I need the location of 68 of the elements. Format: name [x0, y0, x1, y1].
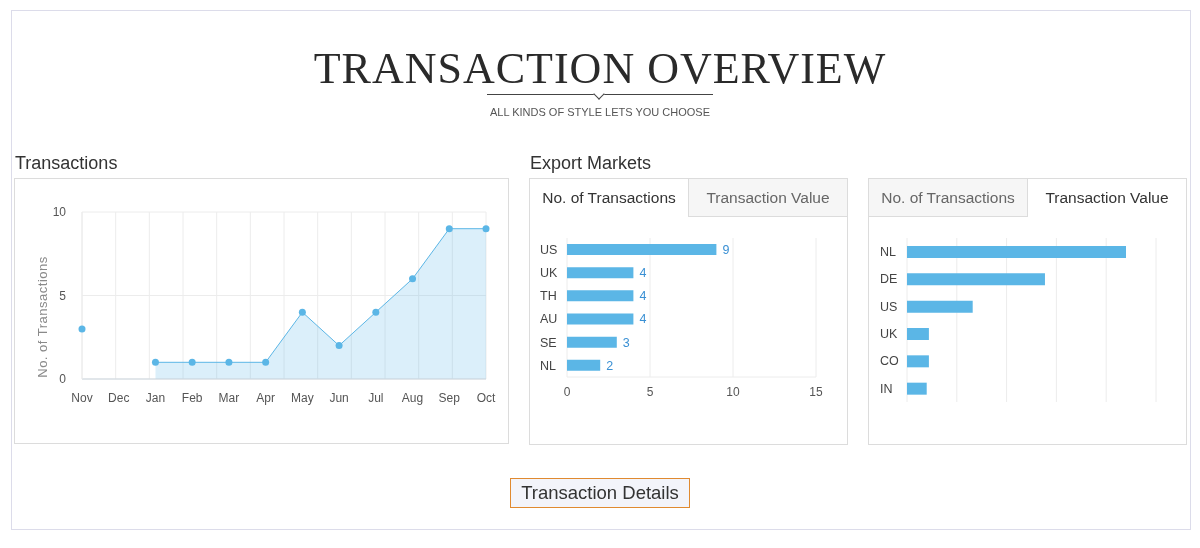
x-tick-label: 15	[809, 384, 823, 399]
x-tick-label: Feb	[181, 390, 203, 405]
x-tick-label: 10	[726, 384, 740, 399]
bar	[907, 300, 973, 313]
y-tick-label: 10	[52, 205, 67, 220]
bar	[907, 328, 929, 340]
point	[445, 225, 453, 233]
data-label: 4	[639, 312, 647, 327]
point	[298, 308, 306, 316]
bar	[567, 290, 634, 302]
text: ALL KINDS OF STYLE LETS YOU CHOOSE	[489, 106, 711, 118]
x-tick-label: Jan	[145, 390, 166, 405]
x-tick-label: Aug	[401, 390, 424, 405]
data-label: 3	[622, 335, 630, 350]
point	[225, 358, 233, 366]
x-tick-label: Mar	[218, 390, 240, 405]
y-tick-label: 5	[59, 288, 67, 303]
x-tick-label: Dec	[108, 390, 130, 405]
bar	[567, 359, 601, 371]
data-label: 9	[722, 242, 730, 257]
y-axis-title: No. of Transactions	[34, 256, 50, 378]
y-tick-label: TH	[540, 289, 557, 304]
point	[188, 358, 196, 366]
y-tick-label: CO	[880, 354, 900, 369]
y-tick-label: AU	[540, 312, 558, 327]
point	[151, 358, 159, 366]
y-tick-label: US	[880, 299, 898, 314]
button: Transaction Details	[510, 478, 690, 508]
bar	[567, 244, 717, 255]
bar	[907, 355, 929, 368]
y-tick-label: NL	[540, 358, 557, 373]
x-tick-label: 0	[563, 384, 571, 399]
point	[78, 325, 86, 333]
bar	[907, 273, 1045, 286]
tab: Transaction Value	[688, 179, 847, 217]
bar	[567, 336, 617, 348]
point	[409, 275, 417, 283]
x-tick-label: Oct	[476, 390, 496, 405]
point	[335, 342, 343, 350]
data-label: 4	[639, 266, 647, 281]
y-tick-label: 0	[59, 372, 67, 387]
point	[262, 358, 270, 366]
y-tick-label: UK	[880, 327, 899, 342]
bar	[567, 313, 634, 325]
x-tick-label: Jul	[368, 390, 384, 405]
text: TRANSACTION OVERVIEW	[313, 44, 887, 93]
point	[372, 308, 380, 316]
y-tick-label: UK	[540, 266, 559, 281]
y-tick-label: SE	[540, 335, 557, 350]
x-tick-label: Nov	[71, 390, 93, 405]
y-tick-label: NL	[880, 245, 897, 260]
point	[482, 225, 490, 233]
data-label: 2	[606, 358, 614, 373]
bar	[567, 267, 634, 279]
chart-title: Export Markets	[530, 153, 652, 173]
y-tick-label: DE	[880, 272, 898, 287]
bar	[907, 382, 927, 395]
y-tick-label: US	[540, 242, 558, 257]
x-tick-label: Sep	[438, 390, 461, 405]
chart-title: Transactions	[15, 153, 118, 173]
y-tick-label: IN	[880, 381, 893, 396]
tab: No. of Transactions	[869, 179, 1028, 217]
x-tick-label: Jun	[329, 390, 349, 405]
x-tick-label: 5	[646, 384, 654, 399]
bar	[907, 246, 1126, 258]
data-label: 4	[639, 289, 647, 304]
x-tick-label: Apr	[256, 390, 275, 405]
x-tick-label: May	[291, 390, 314, 405]
